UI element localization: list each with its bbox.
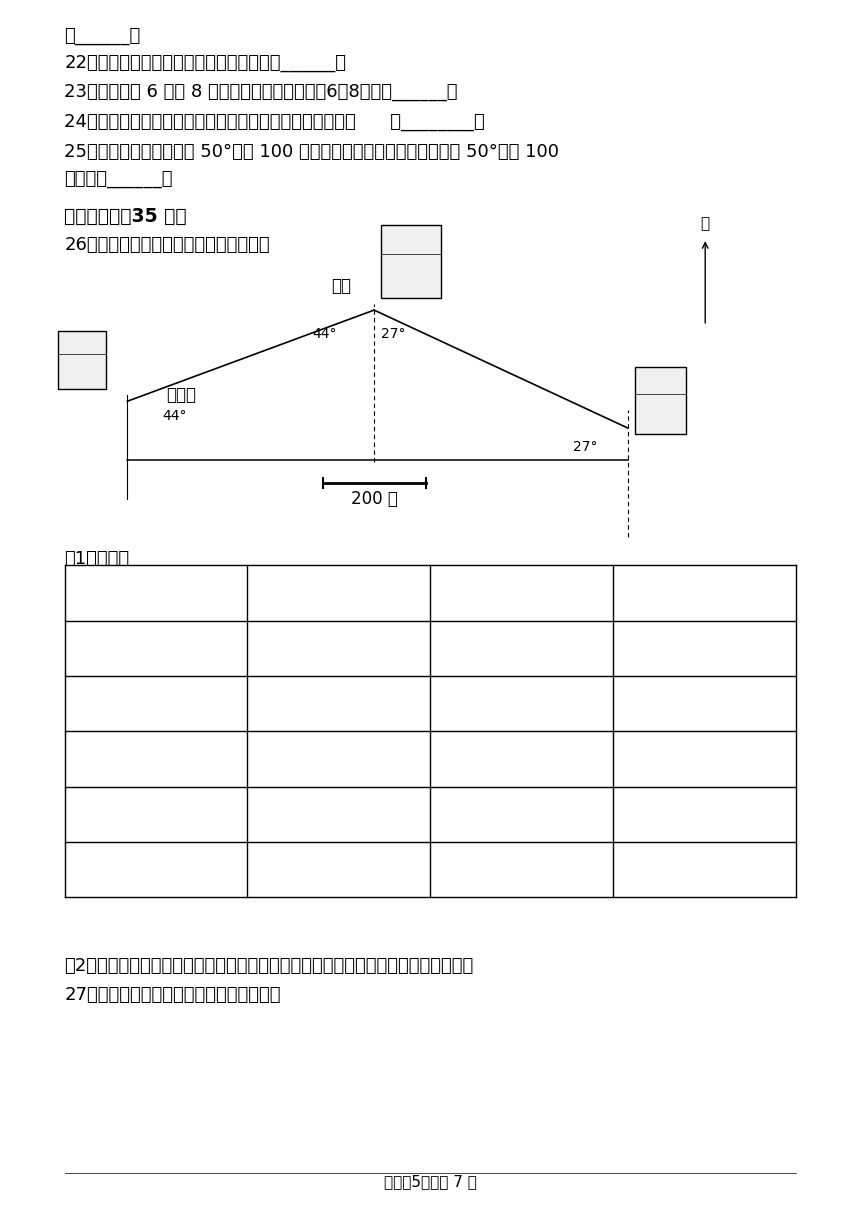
Text: 26．根据下面的路线图，完成下面各题。: 26．根据下面的路线图，完成下面各题。 <box>64 236 270 254</box>
Text: 44°: 44° <box>163 409 187 423</box>
Text: 24．通过指南针不仅能知道南方在哪里，还能知道其他方向      （________）: 24．通过指南针不仅能知道南方在哪里，还能知道其他方向 （________） <box>64 113 485 131</box>
Text: 23．地面上第 6 列第 8 行的地砖所在的位置为（6，8）．（______）: 23．地面上第 6 列第 8 行的地砖所在的位置为（6，8）．（______） <box>64 83 458 101</box>
Text: 路程: 路程 <box>511 584 531 602</box>
Text: 44°: 44° <box>312 327 336 342</box>
Text: 27°: 27° <box>573 440 597 455</box>
Text: 时间: 时间 <box>694 584 715 602</box>
Text: 北: 北 <box>701 216 710 231</box>
Bar <box>635 367 686 434</box>
Text: 明明角→邮局: 明明角→邮局 <box>77 640 144 658</box>
Text: 游泳馆→邮局: 游泳馆→邮局 <box>77 750 144 769</box>
Text: 试卷第5页，总 7 页: 试卷第5页，总 7 页 <box>384 1175 476 1189</box>
Text: 10 分: 10 分 <box>685 640 723 658</box>
Bar <box>58 331 106 389</box>
Text: 12 分: 12 分 <box>685 805 723 823</box>
Text: 五、解答题（35 分）: 五、解答题（35 分） <box>64 207 187 226</box>
Text: 方向: 方向 <box>329 584 349 602</box>
Text: 25 分: 25 分 <box>685 750 723 769</box>
Text: 邮局→游泳馆: 邮局→游泳馆 <box>77 694 144 713</box>
Text: 明明家: 明明家 <box>166 387 196 404</box>
Text: 22．夜晚时离路灯越近，人的影子越短．（______）: 22．夜晚时离路灯越近，人的影子越短．（______） <box>64 54 347 72</box>
Text: 邮局→明明家: 邮局→明明家 <box>77 805 144 823</box>
Text: （2）根据上表中的信息，明明去游泳馆往返的平均速度约为多少？（结果保留整数）: （2）根据上表中的信息，明明去游泳馆往返的平均速度约为多少？（结果保留整数） <box>64 957 474 975</box>
Text: 游泳馆: 游泳馆 <box>638 415 668 432</box>
Text: 邮局: 邮局 <box>331 277 352 295</box>
Text: （______）: （______） <box>64 27 141 45</box>
Text: 米处。（______）: 米处。（______） <box>64 170 173 188</box>
Bar <box>64 565 796 897</box>
Text: 27．如图是体育场和电影院位置的示意图。: 27．如图是体育场和电影院位置的示意图。 <box>64 986 281 1004</box>
Text: （1）填表。: （1）填表。 <box>64 550 130 568</box>
Text: 20 分: 20 分 <box>685 694 723 713</box>
Bar <box>381 225 441 298</box>
Text: 27°: 27° <box>381 327 405 342</box>
Text: 25．丁丁在笑笑的北偏东 50°方向 100 米处，那么笑笑就在丁丁的南偏西 50°方向 100: 25．丁丁在笑笑的北偏东 50°方向 100 米处，那么笑笑就在丁丁的南偏西 5… <box>64 143 560 162</box>
Text: 全程: 全程 <box>77 861 98 879</box>
Text: 200 米: 200 米 <box>351 490 397 508</box>
